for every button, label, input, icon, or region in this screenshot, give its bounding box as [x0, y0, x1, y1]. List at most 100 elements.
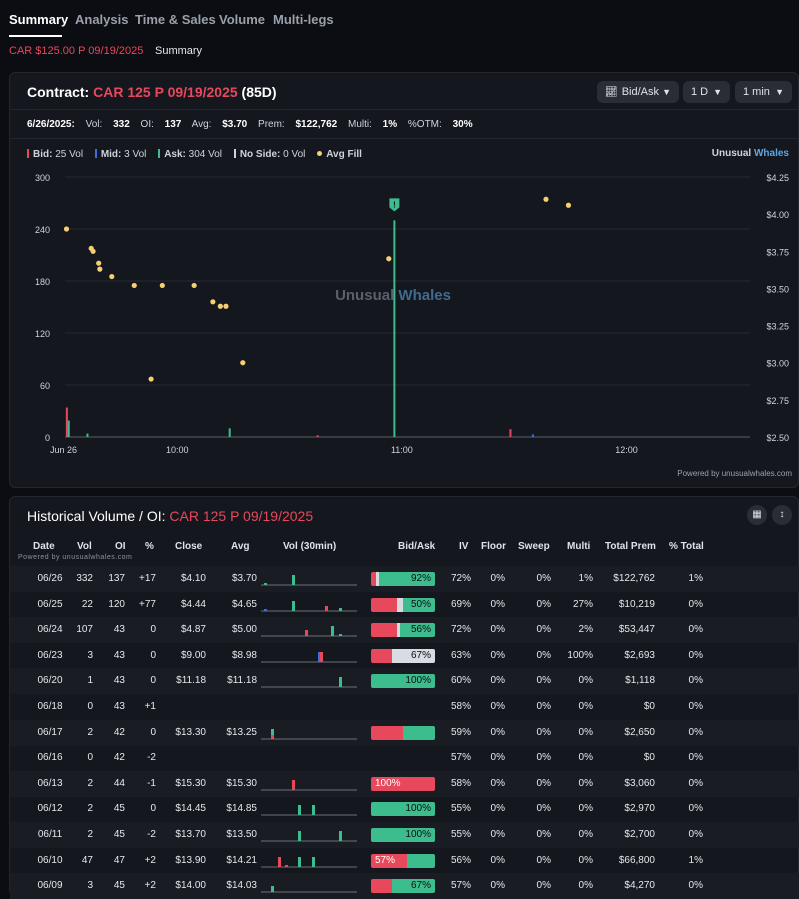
- x-tick-label: Jun 26: [50, 445, 77, 455]
- bid-ask-bar: 92%: [371, 572, 435, 586]
- cell-date: 06/09: [37, 880, 63, 892]
- avg-fill-point: [217, 303, 223, 309]
- y-right-tick-label: $3.00: [766, 359, 789, 369]
- cell-floor: 0%: [490, 803, 505, 815]
- cell-close: $4.44: [180, 598, 206, 610]
- cell-oi-change: -1: [147, 777, 156, 789]
- cell-date: 06/20: [37, 675, 63, 687]
- col-header-bid-ask[interactable]: Bid/Ask: [398, 541, 436, 552]
- col-header-oi[interactable]: OI: [115, 541, 126, 552]
- col-header-floor[interactable]: Floor: [481, 541, 506, 552]
- stats-otm: 30%: [452, 119, 473, 130]
- table-row[interactable]: 06/09 3 45 +2 $14.00 $14.03 57% 0% 0% 0% $4,270 0% 6…: [10, 873, 799, 899]
- timeframe-dropdown[interactable]: 1 D ▼: [683, 81, 730, 103]
- cell-oi-change: 0: [150, 726, 156, 738]
- sparkline-bar: [312, 856, 315, 867]
- cell-iv: 57%: [450, 752, 471, 764]
- stats-avg: $3.70: [222, 119, 248, 130]
- col-header-vol-30min[interactable]: Vol (30min): [283, 541, 337, 552]
- bid-ask-bar: 100%: [371, 802, 435, 817]
- stats-multi-label: Multi:: [347, 119, 372, 130]
- cell-date: 06/25: [37, 598, 63, 610]
- cell-date: 06/18: [37, 701, 63, 712]
- contract-stats: 6/26/2025: Vol: 332 OI: 137 Avg: $3.70 P…: [27, 119, 481, 130]
- cell-oi: 42: [113, 752, 125, 764]
- expand-collapse-button[interactable]: ↕: [772, 505, 792, 525]
- cell-date: 06/26: [37, 573, 63, 584]
- cell-avg: $3.70: [231, 573, 257, 584]
- mid-portion: [397, 623, 400, 638]
- x-tick-label: 12:00: [615, 445, 638, 455]
- table-row[interactable]: 06/24 107 43 0 $4.87 $5.00 72% 0% 0% 2% $53,447 0% 5…: [10, 617, 799, 644]
- volume-bar-mid: [531, 434, 534, 437]
- brand-word-1: Unusual: [711, 148, 752, 159]
- cell-date: 06/11: [37, 829, 63, 840]
- table-row[interactable]: 06/12 2 45 0 $14.45 $14.85 55% 0% 0% 0% $2,970 0% 10…: [10, 796, 799, 822]
- tab-analysis[interactable]: Analysis: [75, 12, 129, 27]
- cell-vol: 332: [76, 573, 93, 584]
- ask-portion: [379, 572, 435, 586]
- stats-otm-label: %OTM:: [407, 119, 442, 130]
- table-row[interactable]: 06/20 1 43 0 $11.18 $11.18 60% 0% 0% 0% $1,118 0% 10…: [10, 668, 799, 695]
- col-header-avg[interactable]: Avg: [231, 541, 250, 552]
- stats-oi-label: OI:: [140, 119, 154, 130]
- table-row[interactable]: 06/11 2 45 -2 $13.70 $13.50 55% 0% 0% 0% $2,700 0% 1…: [10, 822, 799, 848]
- alert-flag-icon: [389, 198, 400, 212]
- avg-fill-point: [386, 256, 392, 262]
- table-row[interactable]: 06/23 3 43 0 $9.00 $8.98 63% 0% 0% 100% $2,693 0% 67…: [10, 643, 799, 669]
- tab-multi-legs[interactable]: Multi-legs: [273, 12, 334, 27]
- legend-avg-fill[interactable]: Avg Fill: [317, 149, 362, 160]
- y-left-tick-label: 300: [35, 173, 50, 183]
- tab-summary[interactable]: Summary: [9, 12, 69, 27]
- breadcrumb-contract[interactable]: CAR $125.00 P 09/19/2025: [9, 45, 144, 57]
- col-header-oi-change[interactable]: %: [145, 541, 154, 552]
- col-header-total-prem[interactable]: Total Prem: [605, 541, 656, 552]
- sparkline-bar: [325, 605, 328, 611]
- bid-ask-dropdown[interactable]: 📈︎ Bid/Ask ▼: [597, 81, 679, 103]
- cell-floor: 0%: [490, 880, 505, 892]
- avg-fill-point: [148, 376, 154, 382]
- cell-vol: 107: [76, 624, 93, 636]
- timeframe-dropdown-label: 1 D: [691, 86, 709, 98]
- col-header-date[interactable]: Date: [33, 541, 55, 552]
- avg-fill-point: [240, 360, 246, 366]
- col-header-close[interactable]: Close: [175, 541, 203, 552]
- table-row[interactable]: 06/13 2 44 -1 $15.30 $15.30 58% 0% 0% 0% $3,060 0% 1…: [10, 770, 799, 797]
- contract-chart-panel: Contract: CAR 125 P 09/19/2025 (85D) 📈︎ B…: [9, 72, 799, 488]
- tab-time-and-sales[interactable]: Time & Sales: [135, 12, 216, 27]
- cell-oi-change: +2: [144, 854, 156, 866]
- table-row[interactable]: 06/16 0 42 -2 57% 0% 0% 0% $0 0%: [10, 745, 799, 771]
- interval-dropdown[interactable]: 1 min ▼: [735, 81, 792, 103]
- table-row[interactable]: 06/10 47 47 +2 $13.90 $14.21 56% 0% 0% 0% $66,800 1…: [10, 848, 799, 874]
- table-row[interactable]: 06/26 332 137 +17 $4.10 $3.70 72% 0% 0% 1% $122,76…: [10, 566, 799, 592]
- stats-vol: 332: [113, 119, 130, 130]
- cell-sweep: 0%: [536, 675, 551, 687]
- table-row[interactable]: 06/17 2 42 0 $13.30 $13.25 59% 0% 0% 0% $2,650 0%: [10, 719, 799, 746]
- table-row[interactable]: 06/25 22 120 +77 $4.44 $4.65 69% 0% 0% 27% $10,219…: [10, 592, 799, 618]
- avg-fill-point: [565, 202, 572, 208]
- col-header-iv[interactable]: IV: [459, 541, 469, 552]
- col-header-sweep[interactable]: Sweep: [518, 541, 550, 552]
- col-header-pct-total[interactable]: % Total: [669, 541, 704, 552]
- vol-30min-sparkline: [261, 626, 357, 637]
- bid-portion: [371, 572, 376, 586]
- bid-ask-pct: 67%: [410, 649, 431, 661]
- col-header-vol[interactable]: Vol: [77, 541, 92, 552]
- legend-no-side[interactable]: No Side: 0 Vol: [233, 149, 305, 160]
- tab-volume[interactable]: Volume: [219, 12, 265, 27]
- columns-settings-button[interactable]: ▦: [747, 505, 767, 525]
- cell-oi-change: -2: [147, 752, 156, 764]
- col-header-multi[interactable]: Multi: [567, 541, 591, 552]
- contract-symbol: CAR 125 P 09/19/2025: [93, 84, 238, 100]
- columns-icon: ▦: [752, 509, 762, 520]
- legend-bid[interactable]: Bid: 25 Vol: [27, 149, 83, 160]
- bid-portion: [371, 648, 392, 663]
- legend-mid-label: Mid:: [100, 149, 122, 160]
- cell-iv: 63%: [450, 649, 471, 661]
- cell-vol: 22: [81, 598, 93, 610]
- bid-portion: [371, 879, 392, 894]
- cell-close: $15.30: [175, 777, 206, 789]
- table-row[interactable]: 06/18 0 43 +1 58% 0% 0% 0% $0 0%: [10, 694, 799, 720]
- legend-mid[interactable]: Mid: 3 Vol: [94, 149, 146, 160]
- legend-ask[interactable]: Ask: 304 Vol: [158, 149, 222, 160]
